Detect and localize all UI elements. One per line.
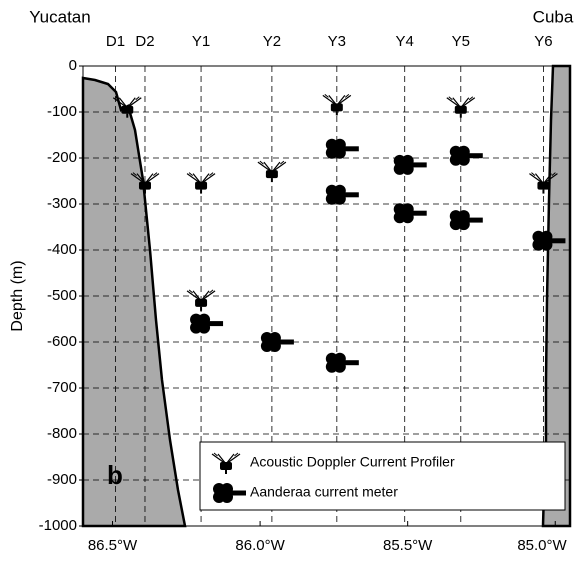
beam	[531, 172, 536, 176]
legend	[199, 441, 566, 511]
beam	[259, 160, 264, 165]
current-meter	[190, 313, 224, 334]
adcp	[130, 172, 160, 194]
adcp-body	[195, 298, 208, 307]
adcp	[257, 160, 287, 183]
mooring-label: Y3	[328, 33, 346, 50]
y-axis-label: Depth (m)	[9, 260, 26, 331]
meter-vane	[549, 238, 566, 244]
beam	[551, 172, 556, 176]
x-tick-label: 85.5°W	[383, 537, 433, 554]
bathymetry-left	[81, 76, 187, 528]
y-tick-label: -100	[47, 103, 77, 120]
legend-label: Aanderaa current meter	[250, 484, 398, 500]
mooring-label: Y2	[263, 33, 281, 50]
beam	[114, 96, 120, 101]
adcp	[446, 96, 476, 118]
current-meter	[532, 230, 566, 251]
beam	[135, 96, 140, 101]
meter-vane	[277, 339, 294, 345]
meter-vane	[207, 321, 224, 327]
adcp-body	[330, 103, 343, 112]
meter-vane	[230, 490, 246, 496]
current-meter	[393, 154, 427, 175]
mooring-label: Y6	[534, 33, 552, 50]
panel-label: b	[107, 460, 123, 490]
current-meter	[325, 184, 359, 205]
y-tick-label: -800	[47, 425, 77, 442]
right-label: Cuba	[533, 7, 574, 26]
y-tick-label: -300	[47, 195, 77, 212]
mooring-label: Y5	[452, 33, 470, 50]
beam	[468, 96, 474, 101]
mooring-label: Y1	[192, 33, 210, 50]
beam	[153, 172, 158, 176]
x-tick-label: 86.0°W	[235, 537, 285, 554]
adcp	[186, 289, 216, 311]
adcp-body	[121, 105, 134, 114]
mooring-label: Y4	[396, 33, 414, 50]
current-meter	[325, 352, 359, 373]
legend-symbol	[211, 452, 241, 474]
beam	[209, 172, 214, 176]
y-tick-label: -400	[47, 241, 77, 258]
left-label: Yucatan	[29, 7, 90, 26]
beam	[279, 160, 285, 165]
adcp-body	[537, 181, 550, 190]
adcp-body	[195, 181, 208, 190]
x-tick-label: 86.5°W	[88, 537, 138, 554]
y-tick-label: -700	[47, 379, 77, 396]
adcp-body	[138, 181, 151, 190]
y-tick-label: 0	[69, 57, 77, 74]
beam	[213, 452, 218, 457]
adcp-body	[265, 170, 278, 179]
adcp	[186, 172, 216, 194]
meter-vane	[410, 210, 427, 216]
mooring-label: D2	[135, 33, 154, 50]
beam	[234, 452, 239, 457]
adcp-body	[220, 462, 232, 470]
meter-vane	[466, 153, 483, 159]
legend-symbol	[213, 483, 246, 503]
beam	[209, 289, 214, 294]
current-meter	[260, 332, 294, 352]
beam	[188, 172, 193, 176]
adcp	[322, 94, 352, 116]
x-tick-label: 85.0°W	[517, 537, 567, 554]
y-tick-label: -200	[47, 149, 77, 166]
y-tick-label: -600	[47, 333, 77, 350]
beam	[132, 172, 137, 176]
adcp	[112, 96, 142, 118]
meter-vane	[466, 217, 483, 223]
beam	[188, 289, 193, 294]
current-meter	[325, 138, 359, 159]
current-meter	[393, 203, 427, 224]
beam	[324, 94, 329, 98]
adcp-body	[454, 105, 467, 114]
y-tick-label: -900	[47, 471, 77, 488]
y-tick-label: -1000	[39, 517, 77, 534]
meter-vane	[342, 146, 359, 152]
adcp	[529, 172, 558, 194]
current-meter	[449, 210, 483, 231]
y-tick-label: -500	[47, 287, 77, 304]
meter-vane	[342, 192, 359, 198]
beam	[344, 94, 350, 98]
mooring-label: D1	[106, 33, 125, 50]
beam	[448, 96, 453, 101]
meter-vane	[342, 360, 359, 366]
meter-vane	[410, 162, 427, 168]
legend-label: Acoustic Doppler Current Profiler	[250, 454, 455, 470]
current-meter	[449, 145, 483, 166]
